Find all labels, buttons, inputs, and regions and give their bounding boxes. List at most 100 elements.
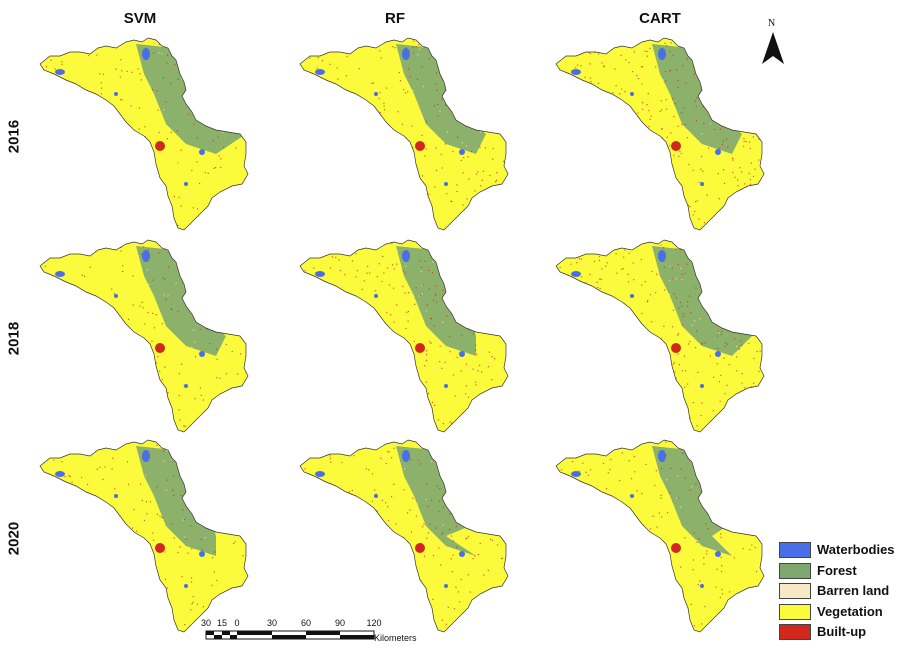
landcover-pixel — [319, 53, 322, 55]
landcover-pixel — [459, 259, 461, 261]
landcover-pixel — [40, 486, 41, 488]
landcover-pixel — [449, 286, 451, 288]
landcover-pixel — [166, 479, 168, 481]
landcover-pixel — [81, 274, 83, 276]
landcover-pixel — [467, 536, 470, 538]
landcover-pixel — [688, 163, 690, 166]
landcover-pixel — [710, 238, 711, 239]
landcover-pixel — [680, 417, 682, 419]
landcover-pixel — [674, 240, 676, 242]
landcover-pixel — [766, 259, 767, 260]
landcover-pixel — [578, 193, 580, 196]
landcover-pixel — [460, 253, 462, 255]
landcover-pixel — [704, 342, 706, 344]
landcover-pixel — [394, 47, 396, 49]
landcover-pixel — [110, 245, 113, 247]
landcover-pixel — [376, 121, 378, 123]
landcover-pixel — [691, 230, 692, 231]
landcover-pixel — [498, 629, 500, 631]
landcover-pixel — [191, 548, 193, 550]
landcover-pixel — [448, 295, 450, 297]
landcover-pixel — [637, 36, 638, 37]
landcover-pixel — [595, 307, 597, 309]
landcover-pixel — [224, 379, 226, 381]
landcover-pixel — [303, 363, 305, 365]
landcover-pixel — [358, 442, 360, 444]
landcover-pixel — [598, 53, 600, 55]
landcover-pixel — [643, 141, 646, 143]
landcover-pixel — [641, 284, 643, 286]
landcover-pixel — [303, 313, 305, 315]
landcover-pixel — [385, 87, 388, 89]
landcover-pixel — [455, 525, 457, 528]
landcover-pixel — [360, 415, 362, 417]
landcover-pixel — [603, 121, 605, 123]
landcover-pixel — [114, 537, 116, 539]
landcover-pixel — [556, 427, 558, 429]
landcover-pixel — [642, 139, 644, 141]
landcover-pixel — [162, 215, 164, 217]
landcover-pixel — [334, 113, 336, 115]
landcover-pixel — [353, 502, 355, 504]
landcover-pixel — [754, 36, 755, 37]
landcover-pixel — [298, 154, 299, 155]
landcover-pixel — [82, 551, 84, 553]
landcover-pixel — [620, 220, 622, 222]
landcover-pixel — [612, 324, 614, 326]
landcover-pixel — [726, 384, 728, 386]
landcover-pixel — [62, 376, 65, 378]
landcover-pixel — [490, 487, 492, 489]
landcover-pixel — [765, 284, 766, 285]
landcover-pixel — [79, 616, 81, 619]
landcover-pixel — [194, 341, 196, 343]
landcover-pixel — [574, 566, 576, 569]
landcover-pixel — [380, 457, 382, 459]
landcover-pixel — [329, 63, 331, 65]
landcover-pixel — [157, 356, 159, 358]
landcover-pixel — [590, 143, 592, 145]
landcover-pixel — [130, 405, 132, 408]
landcover-pixel — [431, 272, 433, 274]
landcover-pixel — [563, 251, 565, 253]
landcover-pixel — [314, 530, 316, 532]
landcover-pixel — [69, 446, 71, 448]
landcover-pixel — [309, 254, 311, 256]
landcover-pixel — [303, 459, 305, 461]
landcover-pixel — [701, 133, 703, 135]
landcover-pixel — [414, 303, 416, 305]
landcover-pixel — [64, 190, 66, 192]
landcover-pixel — [631, 71, 634, 73]
landcover-pixel — [382, 255, 384, 258]
landcover-pixel — [90, 100, 92, 102]
landcover-pixel — [204, 172, 206, 174]
landcover-pixel — [98, 442, 100, 444]
landcover-pixel — [480, 131, 482, 133]
landcover-pixel — [438, 442, 440, 444]
landcover-pixel — [669, 51, 671, 53]
landcover-pixel — [102, 375, 104, 377]
landcover-pixel — [347, 584, 349, 586]
landcover-pixel — [222, 610, 225, 612]
landcover-pixel — [695, 106, 697, 108]
landcover-pixel — [598, 259, 600, 261]
landcover-pixel — [595, 336, 597, 338]
landcover-pixel — [161, 379, 163, 381]
landcover-pixel — [321, 511, 323, 513]
landcover-pixel — [161, 188, 163, 190]
landcover-pixel — [671, 98, 674, 100]
landcover-pixel — [237, 324, 239, 326]
landcover-pixel — [460, 578, 462, 581]
landcover-pixel — [128, 106, 130, 108]
landcover-pixel — [720, 570, 723, 572]
legend-swatch-waterbodies — [779, 542, 811, 558]
landcover-pixel — [197, 441, 200, 443]
landcover-pixel — [414, 399, 417, 401]
landcover-pixel — [342, 320, 344, 322]
landcover-pixel — [487, 569, 489, 572]
landcover-pixel — [602, 178, 604, 180]
landcover-pixel — [86, 504, 89, 506]
landcover-pixel — [474, 555, 476, 557]
landcover-pixel — [620, 142, 622, 144]
landcover-pixel — [246, 36, 247, 37]
landcover-pixel — [486, 305, 488, 307]
